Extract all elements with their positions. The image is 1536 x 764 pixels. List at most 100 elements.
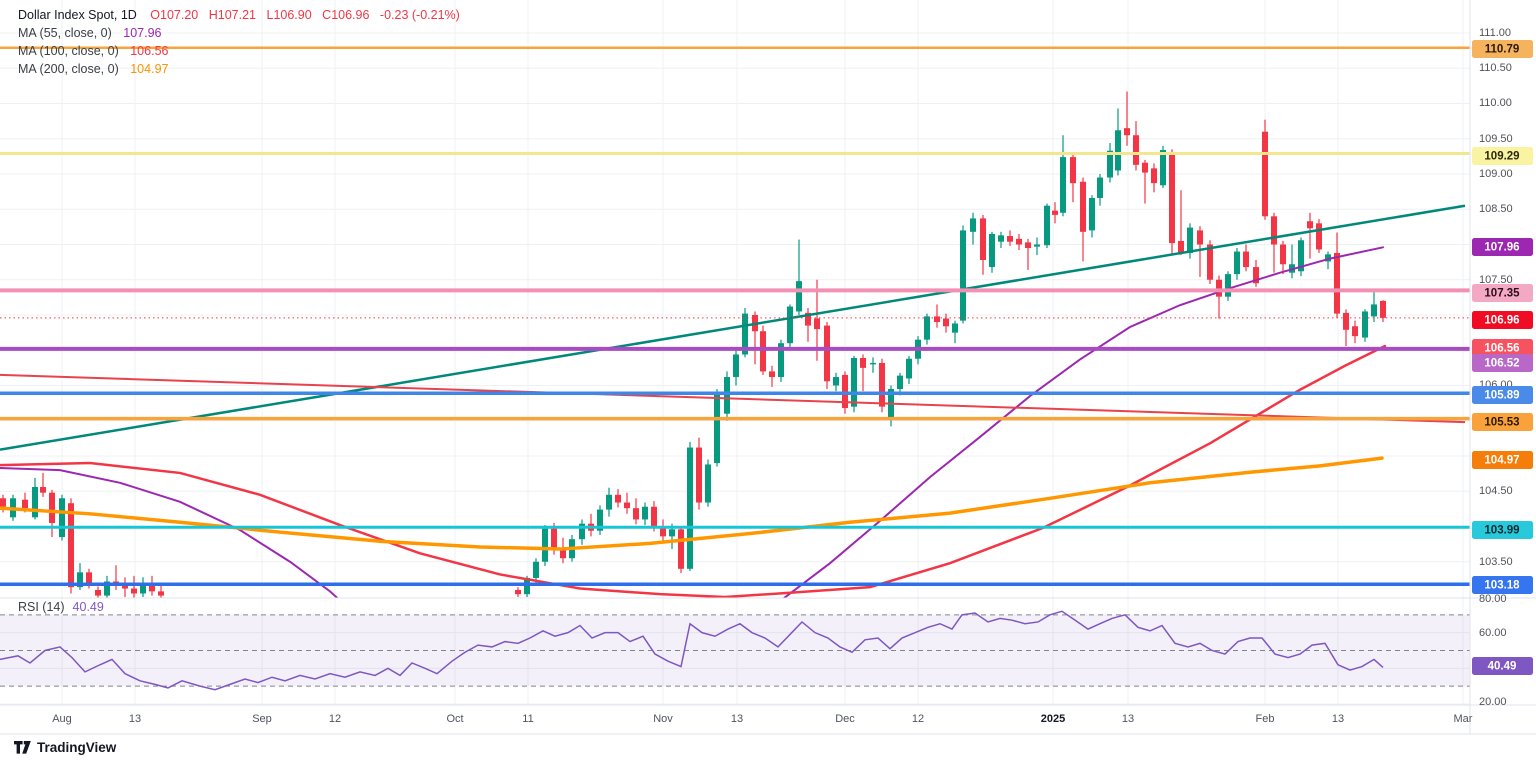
ohlc-high: H107.21 [208,8,257,22]
candle-body [22,499,28,509]
candle-body [860,358,866,368]
ohlc-low: L106.90 [266,8,312,22]
candle-body [615,494,621,503]
price-badge [1472,284,1533,302]
time-axis[interactable]: Aug 13 Sep 12 Oct 11 Nov 13 Dec 12 2025 13 Feb 13 Mar [52,713,1473,725]
candle-body [1262,131,1268,217]
ma100-label: MA (100, close, 0) [18,44,119,58]
grid-layer [0,0,1470,705]
ma200-label: MA (200, close, 0) [18,62,119,76]
price-badge-label: 103.18 [1484,580,1520,592]
candle-body [1343,312,1349,330]
candle-body [1097,177,1103,198]
candle-body [943,318,949,327]
tradingview-logo-icon [14,741,31,754]
time-axis-label: Sep [252,713,272,725]
price-tick-label: 103.50 [1479,556,1513,568]
trendline[interactable] [0,373,1466,424]
ma200-legend-row[interactable]: MA (200, close, 0) 104.97 [18,60,467,78]
price-badge-label: 105.89 [1484,390,1519,402]
candle-body [1007,236,1013,242]
price-tick-label: 107.50 [1479,274,1513,286]
price-tick-label: 108.50 [1479,203,1513,215]
candle-body [140,582,146,594]
trendline[interactable] [0,204,1466,451]
candle-body [1034,244,1040,247]
ma-line [782,246,1384,598]
time-axis-label: 13 [1332,713,1344,725]
price-badge-label: 105.53 [1484,417,1519,429]
symbol-title[interactable]: Dollar Index Spot, 1D [18,8,137,22]
candle-body [651,506,657,527]
candle-body [49,492,55,523]
candle-body [669,529,675,537]
candle-body [0,498,6,507]
candle-body [633,508,639,520]
time-axis-label: Dec [835,713,855,725]
time-axis-label: 11 [522,713,533,725]
price-badge-label: 106.52 [1484,358,1519,370]
rsi-band-layer [0,614,1470,687]
ma55-legend-row[interactable]: MA (55, close, 0) 107.96 [18,24,467,42]
ohlc-close: C106.96 [322,8,370,22]
candle-body [778,343,784,378]
candle-body [59,498,65,538]
time-axis-label: Nov [653,713,673,725]
price-tick-label: 60.00 [1479,627,1507,639]
candle-body [870,362,876,365]
rsi-label: RSI (14) [18,600,65,614]
candle-body [660,526,666,537]
price-tick-label: 80.00 [1479,593,1507,605]
candle-body [1142,162,1148,173]
candle-body [1225,274,1231,297]
candle-body [158,591,164,596]
ma55-value: 107.96 [123,26,162,40]
symbol-row[interactable]: Dollar Index Spot, 1D O107.20 H107.21 L1… [18,6,467,24]
candle-body [1280,244,1286,265]
candle-body [733,354,739,378]
candle-body [1362,311,1368,338]
candle-body [1080,181,1086,232]
ma-line [0,466,339,598]
candle-body [606,494,612,510]
candle-body [906,358,912,379]
price-badge [1472,354,1533,372]
hline-layer[interactable] [0,46,1470,587]
candle-body [1052,210,1058,215]
candle-body [1169,152,1175,244]
candle-body [560,549,566,559]
tradingview-logo[interactable]: TradingView [14,740,116,755]
candle-body [1352,326,1358,337]
time-axis-label: 12 [912,713,924,725]
ohlc-change: -0.23 (-0.21%) [379,8,460,22]
candle-body [1371,304,1377,317]
price-badge [1472,413,1533,431]
candle-body [760,331,766,372]
candle-body [104,581,110,596]
candle-body [851,358,857,407]
price-badge-label: 106.56 [1484,343,1519,355]
candle-body [1016,238,1022,245]
time-axis-label: 13 [1122,713,1134,725]
candle-body [1089,197,1095,231]
price-tick-label: 20.00 [1479,696,1507,708]
candle-body [131,588,137,594]
candle-body [32,487,38,518]
candle-body [1243,251,1249,268]
tradingview-logo-text: TradingView [37,740,117,755]
price-badge [1472,451,1533,469]
ma100-legend-row[interactable]: MA (100, close, 0) 106.56 [18,42,467,60]
rsi-legend[interactable]: RSI (14) 40.49 [18,600,104,614]
candle-body [1070,157,1076,184]
candle-body [833,377,839,386]
candle-body [842,374,848,409]
candle-body [796,281,802,312]
candle-body [515,589,521,595]
trendline-layer[interactable] [0,204,1466,451]
candle-body [1060,157,1066,213]
candle-body [1298,240,1304,272]
candle-body [579,523,585,540]
price-axis[interactable]: 111.00 110.50 110.00 109.50 109.00 108.50 107.… [1472,27,1533,708]
